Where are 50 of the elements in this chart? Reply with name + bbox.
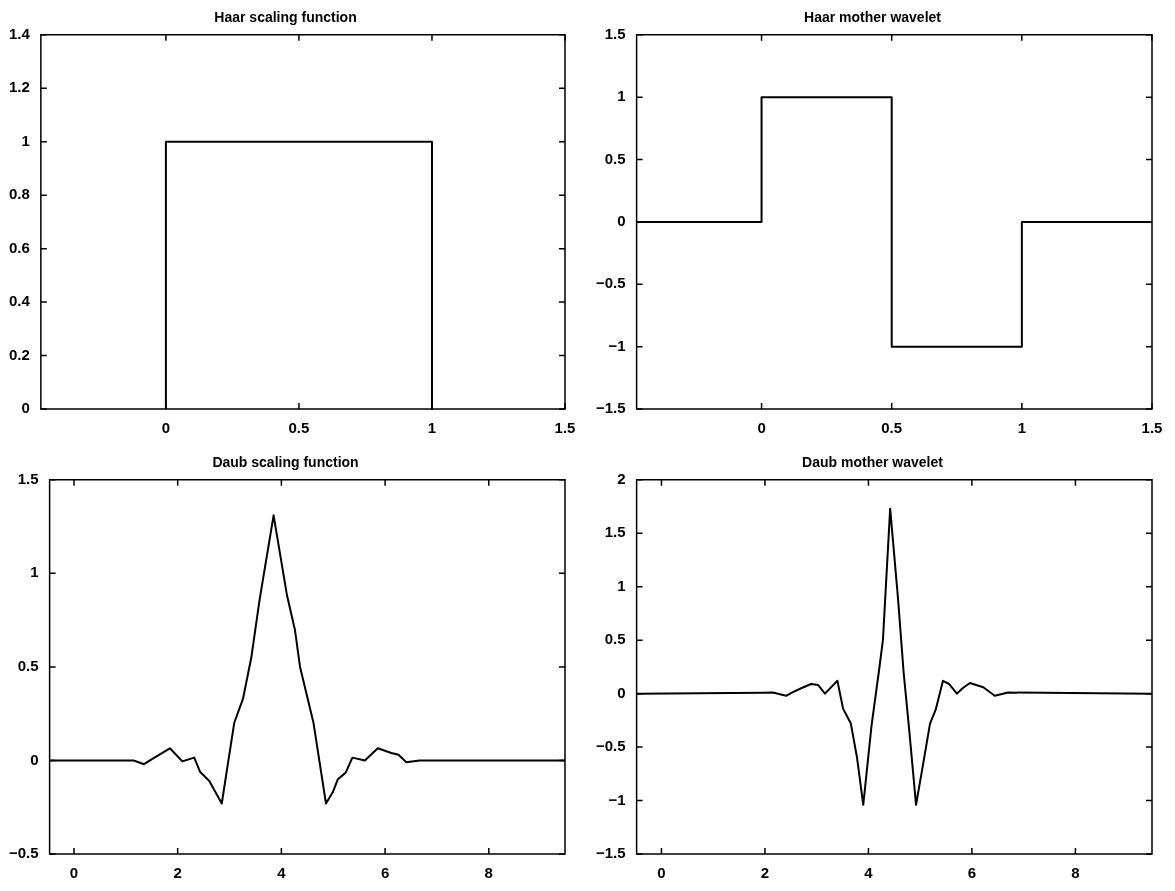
x-tick-label: 8 <box>1071 864 1080 882</box>
y-tick-label: 1.4 <box>8 24 31 42</box>
y-tick-label: 1.5 <box>604 523 626 541</box>
x-tick-label: 2 <box>173 864 182 882</box>
x-tick-label: 1 <box>1017 419 1027 437</box>
x-tick-label: 1 <box>427 419 437 437</box>
x-tick-label: 1.5 <box>1141 419 1163 437</box>
y-tick-label: 1 <box>617 87 626 105</box>
y-tick-label: 0 <box>617 683 626 701</box>
y-tick-label: 0.4 <box>8 292 31 310</box>
y-tick-label: 0.2 <box>8 345 30 363</box>
x-tick-label: 0 <box>69 864 79 882</box>
x-tick-label: 2 <box>760 864 770 882</box>
y-tick-label: 2 <box>617 469 626 487</box>
y-tick-label: −1 <box>608 336 626 354</box>
y-tick-label: −1.5 <box>595 844 626 862</box>
x-tick-label: 6 <box>380 864 390 882</box>
chart-title: Haar scaling function <box>214 9 357 26</box>
y-tick-label: −1 <box>608 790 626 808</box>
chart-title: Haar mother wavelet <box>804 9 942 26</box>
x-tick-label: 4 <box>277 864 287 882</box>
x-tick-label: 8 <box>484 864 493 882</box>
x-tick-label: 1.5 <box>554 419 576 437</box>
x-tick-label: 0.5 <box>881 419 903 437</box>
y-tick-label: 0.5 <box>604 630 626 648</box>
y-tick-label: −1.5 <box>595 399 626 417</box>
y-tick-label: −0.5 <box>595 274 626 292</box>
y-tick-label: 0 <box>617 212 626 230</box>
y-tick-label: 0 <box>30 750 39 768</box>
chart-title: Daub mother wavelet <box>802 454 944 471</box>
y-tick-label: 0.5 <box>604 149 626 167</box>
y-tick-label: 0.5 <box>17 657 39 675</box>
y-tick-label: −0.5 <box>595 737 626 755</box>
y-tick-label: −0.5 <box>8 844 39 862</box>
y-tick-label: 1.5 <box>17 469 39 487</box>
y-tick-label: 0.6 <box>8 238 30 256</box>
x-tick-label: 0 <box>657 864 666 882</box>
chart-title: Daub scaling function <box>212 454 359 471</box>
x-tick-label: 4 <box>864 864 874 882</box>
x-tick-label: 6 <box>967 864 977 882</box>
y-tick-label: 0 <box>21 399 30 417</box>
y-tick-label: 1 <box>30 563 39 581</box>
y-tick-label: 1 <box>21 131 30 149</box>
x-tick-label: 0.5 <box>288 419 310 437</box>
y-tick-label: 1.2 <box>8 78 30 96</box>
y-tick-label: 1 <box>617 576 626 594</box>
y-tick-label: 0.8 <box>8 185 30 203</box>
y-tick-label: 1.5 <box>604 24 626 42</box>
x-tick-label: 0 <box>757 419 766 437</box>
x-tick-label: 0 <box>161 419 171 437</box>
